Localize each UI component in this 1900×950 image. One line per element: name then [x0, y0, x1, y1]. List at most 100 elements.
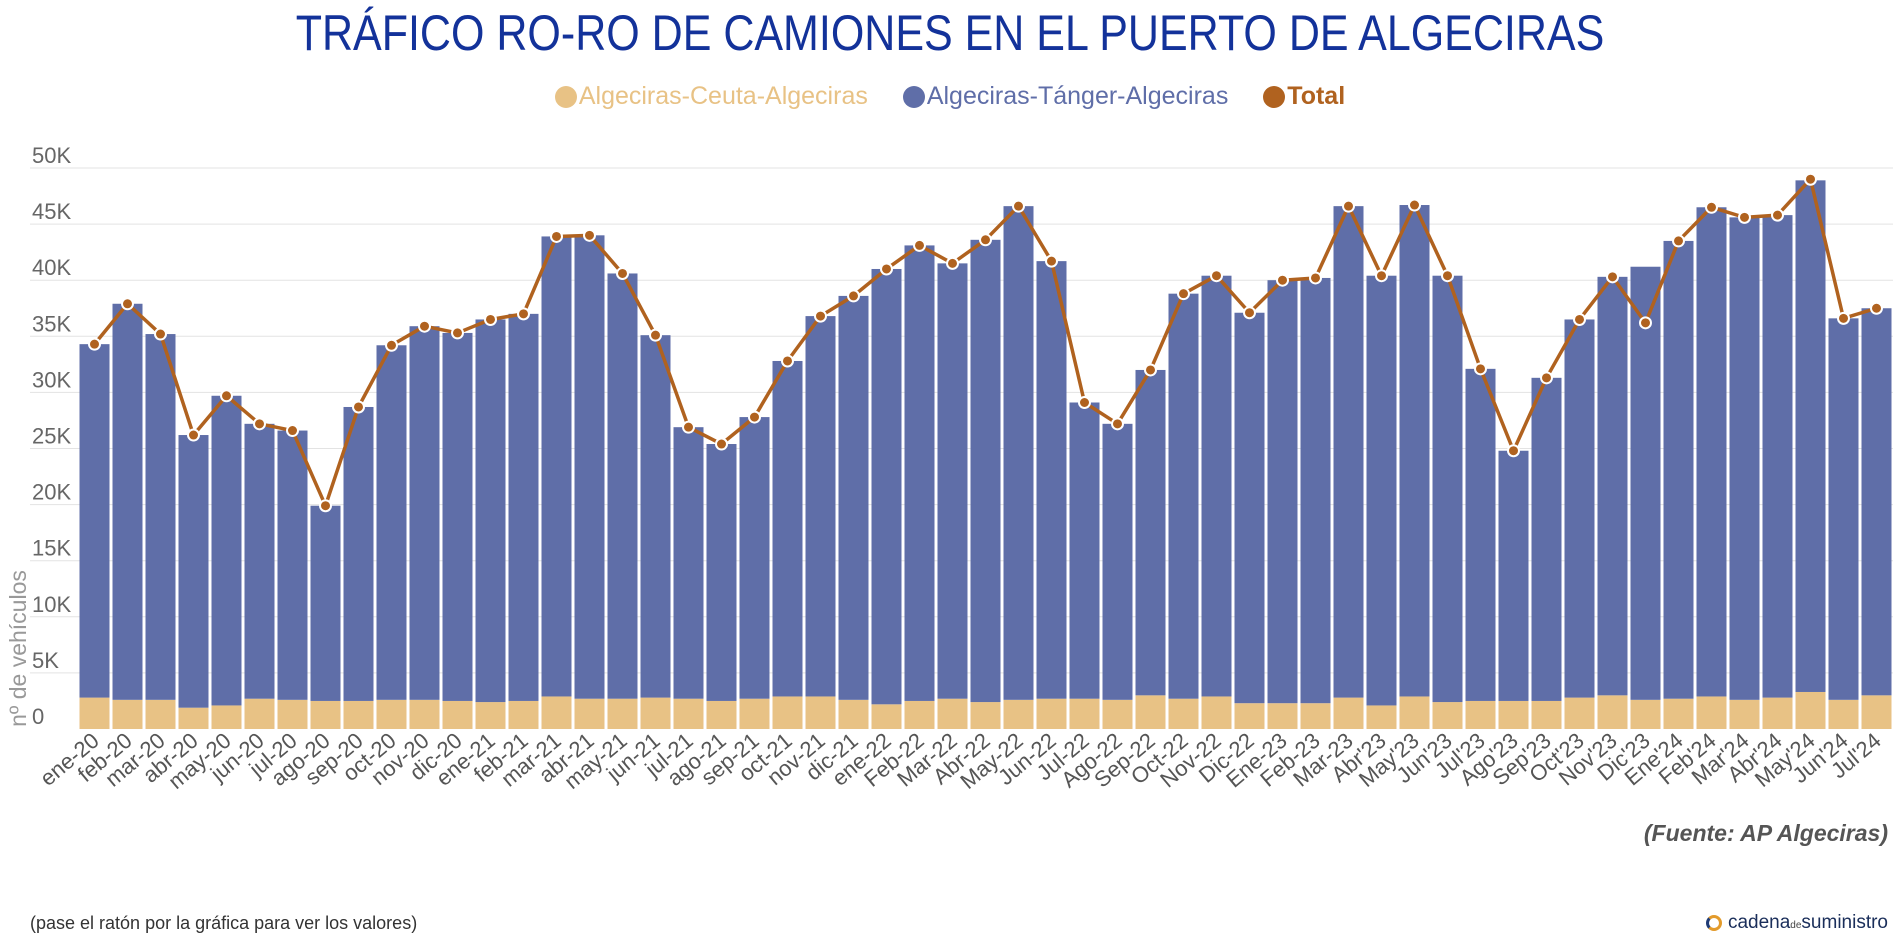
bar-ceuta	[211, 705, 242, 729]
total-point	[1870, 301, 1883, 315]
bar-ceuta	[145, 699, 176, 729]
bar-ceuta	[1597, 695, 1628, 729]
bar-tanger	[1366, 275, 1397, 706]
bar-ceuta	[1630, 699, 1661, 729]
total-point	[1342, 199, 1355, 213]
total-point	[1012, 199, 1025, 213]
total-point	[649, 328, 662, 342]
bar-ceuta	[838, 699, 869, 729]
total-point	[913, 238, 926, 252]
total-point	[286, 424, 299, 438]
total-point	[1210, 269, 1223, 283]
bar-tanger	[1333, 206, 1364, 698]
total-point	[979, 233, 992, 247]
total-point	[1078, 395, 1091, 409]
bar-ceuta	[112, 699, 143, 729]
bar-ceuta	[937, 698, 968, 729]
total-point	[814, 309, 827, 323]
legend-total-label: Total	[1287, 82, 1346, 110]
bar-tanger	[937, 263, 968, 699]
total-point	[1639, 316, 1652, 330]
bar-tanger	[970, 239, 1001, 703]
total-point	[1408, 198, 1421, 212]
bar-tanger	[1234, 312, 1265, 704]
legend-tanger-label: Algeciras-Tánger-Algeciras	[926, 82, 1229, 110]
bar-tanger	[277, 430, 308, 700]
bar-ceuta	[541, 696, 572, 729]
bar-tanger	[1795, 180, 1826, 692]
brand-text: cadenadesuministro	[1728, 912, 1888, 934]
total-point	[781, 354, 794, 368]
bar-tanger	[739, 417, 770, 699]
total-point	[1804, 172, 1817, 186]
bar-ceuta	[706, 700, 737, 729]
total-point	[748, 410, 761, 424]
bar-tanger	[1003, 206, 1034, 700]
bar-ceuta	[970, 702, 1001, 729]
y-tick-label: 40K	[32, 255, 71, 280]
bar-tanger	[112, 303, 143, 700]
brand-logo[interactable]: cadenadesuministro	[1705, 912, 1888, 934]
bar-tanger	[1201, 275, 1232, 697]
total-point	[352, 400, 365, 414]
legend-tanger-dot-icon	[902, 85, 925, 108]
bar-tanger	[838, 295, 869, 700]
bar-tanger	[376, 345, 407, 700]
bar-ceuta	[1663, 698, 1694, 729]
legend-item-ceuta[interactable]: Algeciras-Ceuta-Algeciras	[554, 82, 868, 111]
bar-ceuta	[640, 697, 671, 729]
bar-tanger	[1828, 318, 1859, 700]
bar-ceuta	[508, 700, 539, 729]
total-point	[1474, 362, 1487, 376]
bar-ceuta	[1168, 698, 1199, 729]
total-point	[1375, 269, 1388, 283]
bar-tanger	[706, 444, 737, 701]
y-tick-label: 25K	[32, 424, 71, 449]
bar-ceuta	[376, 699, 407, 729]
source-note: (Fuente: AP Algeciras)	[1643, 820, 1888, 846]
bar-tanger	[508, 313, 539, 701]
bar-tanger	[343, 406, 374, 701]
bar-tanger	[178, 435, 209, 708]
bar-ceuta	[1300, 703, 1331, 729]
bar-tanger	[640, 335, 671, 698]
bar-tanger	[1696, 207, 1727, 697]
brand-prefix: cadena	[1727, 912, 1791, 933]
bar-ceuta	[1465, 700, 1496, 729]
total-point	[715, 437, 728, 451]
y-tick-label: 30K	[32, 367, 71, 392]
total-point	[319, 499, 332, 513]
total-point	[1705, 200, 1718, 214]
bar-tanger	[442, 332, 473, 701]
bar-ceuta	[1498, 700, 1529, 729]
bar-ceuta	[607, 698, 638, 729]
bar-ceuta	[673, 698, 704, 729]
bar-ceuta	[1201, 696, 1232, 729]
bar-ceuta	[442, 700, 473, 729]
total-point	[1045, 254, 1058, 268]
bar-tanger	[1861, 308, 1892, 696]
total-point	[88, 337, 101, 351]
bar-ceuta	[409, 699, 440, 729]
legend-item-total[interactable]: Total	[1263, 82, 1345, 111]
bar-tanger	[1432, 275, 1463, 703]
total-point	[385, 338, 398, 352]
bar-tanger	[1630, 266, 1661, 700]
bar-tanger	[1168, 293, 1199, 699]
total-point	[1243, 306, 1256, 320]
bar-tanger	[673, 427, 704, 699]
y-tick-label: 10K	[32, 592, 71, 617]
total-point	[1771, 208, 1784, 222]
total-point	[1276, 273, 1289, 287]
legend-item-tanger[interactable]: Algeciras-Tánger-Algeciras	[902, 82, 1229, 111]
total-point	[550, 229, 563, 243]
bar-ceuta	[1003, 699, 1034, 729]
bar-tanger	[904, 245, 935, 701]
bar-ceuta	[1696, 696, 1727, 729]
total-point	[418, 319, 431, 333]
bar-tanger	[1564, 319, 1595, 698]
bar-tanger	[772, 360, 803, 697]
bar-ceuta	[244, 698, 275, 729]
y-tick-label: 15K	[32, 536, 71, 561]
